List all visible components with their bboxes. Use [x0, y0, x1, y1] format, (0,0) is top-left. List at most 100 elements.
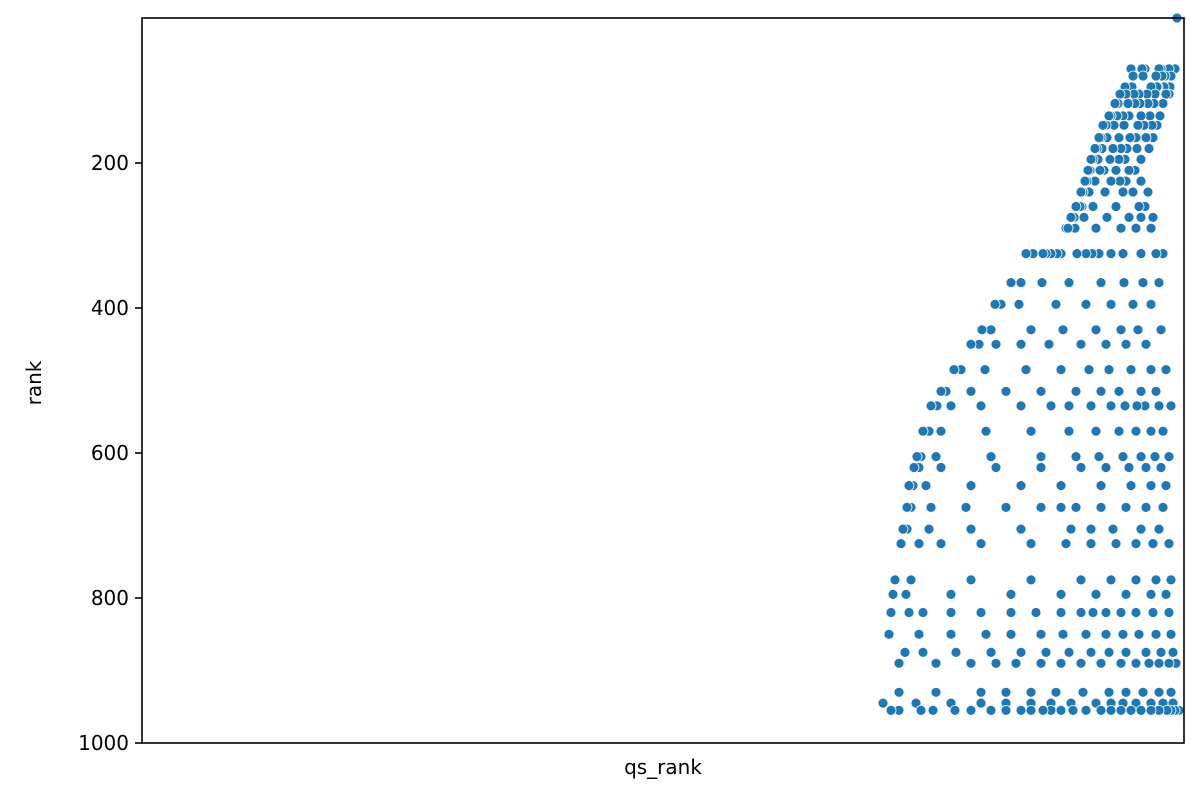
data-point: [1045, 400, 1057, 412]
data-point: [1130, 222, 1142, 234]
data-point: [1115, 222, 1127, 234]
data-point: [1113, 132, 1125, 144]
data-point: [945, 628, 957, 640]
data-point: [1155, 324, 1167, 336]
data-point: [1167, 647, 1179, 658]
data-point: [1119, 400, 1131, 412]
data-point: [889, 574, 901, 586]
data-point: [1137, 686, 1149, 698]
data-point: [917, 647, 929, 658]
data-point: [985, 324, 997, 336]
data-point: [1147, 538, 1159, 549]
data-point: [1115, 657, 1127, 669]
data-point: [1062, 222, 1074, 234]
data-point: [1101, 211, 1113, 223]
data-point: [1117, 451, 1129, 463]
data-point: [985, 451, 997, 463]
data-point: [965, 385, 977, 397]
data-point: [965, 657, 977, 669]
data-point: [1090, 324, 1102, 336]
data-point: [975, 607, 987, 618]
data-point: [1133, 201, 1145, 212]
data-point: [901, 501, 913, 513]
data-point: [1135, 211, 1147, 223]
data-point: [1000, 705, 1012, 716]
data-point: [1100, 462, 1112, 473]
data-point: [1070, 501, 1082, 513]
data-point: [1125, 480, 1137, 492]
data-point: [990, 338, 1002, 350]
data-point: [1105, 705, 1117, 716]
data-point: [1118, 119, 1130, 131]
data-point: [1120, 589, 1132, 600]
data-point: [1015, 523, 1027, 535]
data-point: [1035, 462, 1047, 473]
data-point: [990, 462, 1002, 473]
data-point: [1036, 277, 1048, 289]
data-point: [1130, 574, 1142, 586]
data-point: [1120, 686, 1132, 698]
data-point: [1153, 277, 1165, 289]
data-point: [1025, 574, 1037, 586]
data-point: [1095, 501, 1107, 513]
data-point: [1135, 705, 1147, 716]
data-point: [1160, 589, 1172, 600]
data-point: [1055, 589, 1067, 600]
data-point: [1075, 657, 1087, 669]
data-point: [1125, 705, 1137, 716]
data-point: [1145, 589, 1157, 600]
data-point: [1050, 686, 1062, 698]
data-point: [1120, 647, 1132, 658]
data-point: [1157, 98, 1169, 109]
data-point: [989, 298, 1001, 310]
data-point: [1055, 364, 1067, 376]
data-point: [1130, 657, 1142, 669]
data-point: [1025, 705, 1037, 716]
data-point: [1104, 153, 1116, 165]
data-point: [1105, 298, 1117, 310]
data-point: [979, 364, 991, 376]
data-point: [1105, 248, 1117, 260]
data-point: [1145, 705, 1157, 716]
data-point: [975, 538, 987, 549]
data-point: [1071, 248, 1083, 260]
data-point: [1057, 324, 1069, 336]
data-point: [903, 480, 915, 492]
data-point: [1015, 400, 1027, 412]
data-point: [1025, 686, 1037, 698]
data-point: [1120, 501, 1132, 513]
data-point: [1145, 222, 1157, 234]
data-point: [1130, 425, 1142, 437]
data-point: [1094, 164, 1106, 176]
data-point: [1123, 211, 1135, 223]
data-point: [1080, 705, 1092, 716]
data-point: [1142, 186, 1154, 198]
data-point: [1132, 324, 1144, 336]
data-point: [1140, 338, 1152, 350]
data-point: [1103, 686, 1115, 698]
data-point: [899, 647, 911, 658]
data-point: [1103, 647, 1115, 658]
data-point: [1075, 574, 1087, 586]
data-point: [893, 657, 905, 669]
data-point: [1114, 88, 1126, 100]
data-point: [1105, 400, 1117, 412]
data-point: [1103, 110, 1115, 122]
data-point: [1144, 110, 1156, 122]
data-point: [900, 589, 912, 600]
data-point: [1077, 686, 1089, 698]
data-point: [1143, 143, 1155, 154]
data-point: [1147, 211, 1159, 223]
data-point: [1015, 705, 1027, 716]
data-point: [949, 705, 961, 716]
data-point: [1140, 132, 1152, 144]
data-point: [1163, 451, 1175, 463]
x-axis-label: qs_rank: [624, 755, 702, 779]
data-point: [976, 324, 988, 336]
data-point: [895, 538, 907, 549]
data-point: [1050, 298, 1062, 310]
data-point: [985, 705, 997, 716]
data-point: [1035, 628, 1047, 640]
y-tick-label: 800: [91, 586, 129, 610]
